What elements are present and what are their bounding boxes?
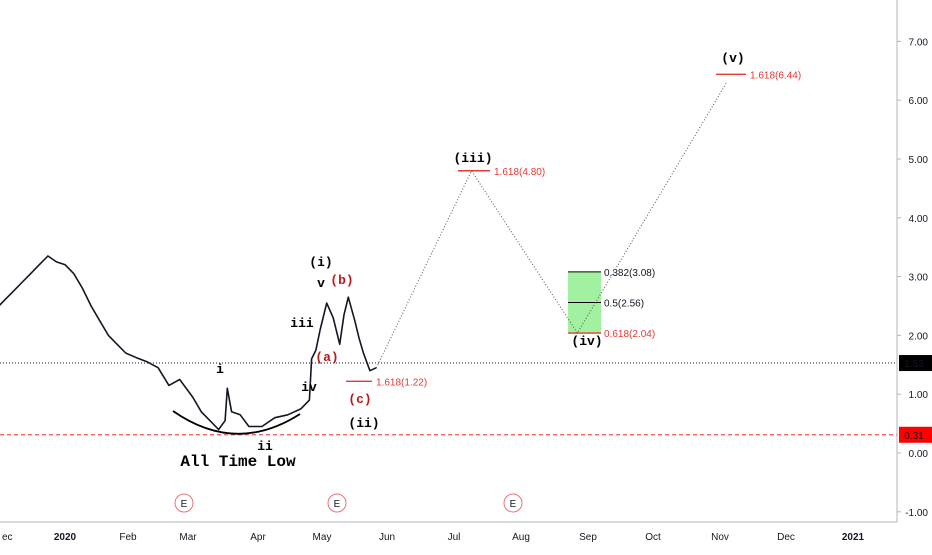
wave-label-ii: ii — [257, 439, 273, 454]
x-tick-label: ec — [2, 532, 13, 543]
wave-label-v: v — [317, 276, 325, 291]
y-tick-label: 2.00 — [909, 331, 929, 342]
earnings-marker-label-3: E — [510, 499, 517, 510]
x-tick-label: Jun — [379, 532, 395, 543]
x-tick-label: May — [313, 532, 332, 543]
x-tick-label: Oct — [645, 532, 661, 543]
y-tick-label: 3.00 — [909, 273, 929, 284]
fib-382-label: 0.382(3.08) — [604, 268, 655, 279]
x-tick-label: Apr — [250, 532, 266, 543]
earnings-marker-label-1: E — [181, 499, 188, 510]
target-v-label: 1.618(6.44) — [750, 70, 801, 81]
x-tick-label: Sep — [579, 532, 597, 543]
x-tick-label: Nov — [711, 532, 729, 543]
y-tick-label: 1.00 — [909, 390, 929, 401]
earnings-marker-label-2: E — [334, 499, 341, 510]
y-tick-label: 0.00 — [909, 449, 929, 460]
x-tick-label: Mar — [179, 532, 197, 543]
wave-label-w3: (iii) — [453, 151, 492, 166]
x-tick-label: Dec — [777, 532, 795, 543]
y-tick-label: 5.00 — [909, 155, 929, 166]
y-tick-label: 4.00 — [909, 214, 929, 225]
support-label-text: 0.31 — [904, 431, 924, 442]
wave-label-iii: iii — [290, 316, 314, 331]
wave-label-w5: (v) — [721, 51, 744, 66]
fib-50-label: 0.5(2.56) — [604, 298, 644, 309]
wave-label-iv: iv — [301, 380, 317, 395]
x-tick-label: Jul — [448, 532, 461, 543]
price-label-text: 1.53 — [904, 359, 924, 370]
wave-label-w4: (iv) — [571, 334, 602, 349]
wave-label-b: (b) — [330, 273, 353, 288]
wave-label-w2: (ii) — [348, 416, 379, 431]
fib-618-label: 0.618(2.04) — [604, 329, 655, 340]
target-iii-label: 1.618(4.80) — [494, 167, 545, 178]
wave-label-w1: (i) — [309, 255, 332, 270]
wave-label-c: (c) — [348, 392, 371, 407]
x-tick-label: Aug — [512, 532, 530, 543]
x-tick-label: 2021 — [842, 532, 865, 543]
x-tick-label: Feb — [119, 532, 137, 543]
y-tick-label: 6.00 — [909, 96, 929, 107]
target-c-label: 1.618(1.22) — [376, 377, 427, 388]
wave-label-a: (a) — [315, 350, 338, 365]
y-tick-label: 7.00 — [909, 37, 929, 48]
wave-label-i: i — [216, 362, 224, 377]
all-time-low-label: All Time Low — [180, 453, 296, 471]
y-tick-label: -1.00 — [905, 508, 928, 519]
x-tick-label: 2020 — [54, 532, 77, 543]
